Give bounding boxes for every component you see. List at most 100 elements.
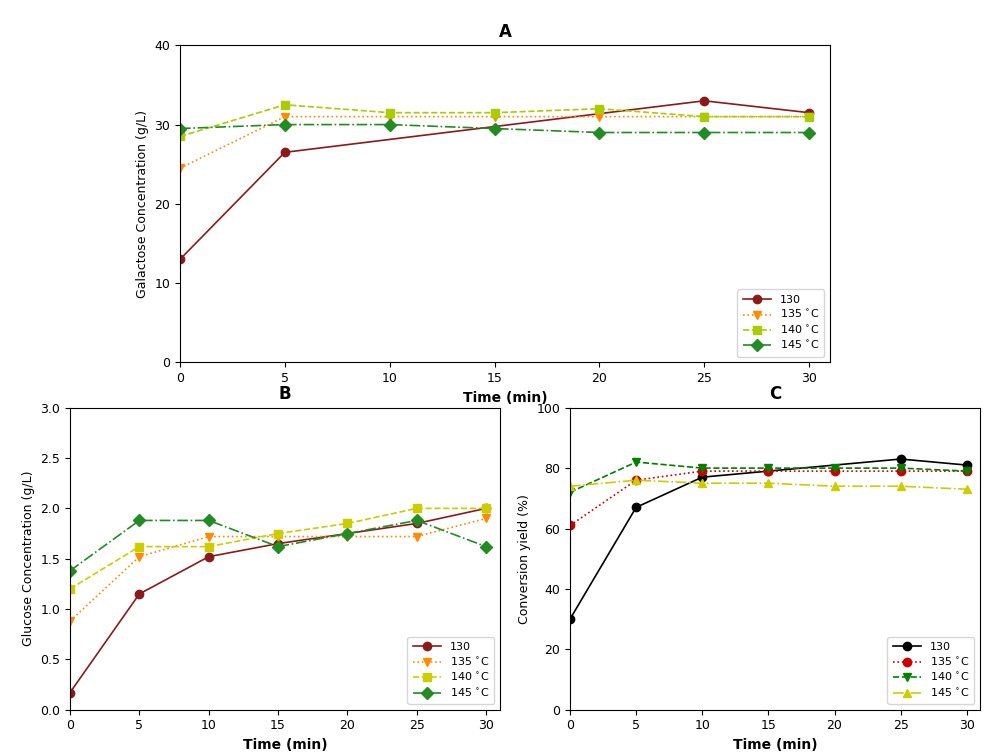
135 $^{\circ}$C xyxy=(593,112,605,122)
145 $^{\circ}$C xyxy=(411,516,423,525)
140 $^{\circ}$C xyxy=(341,519,353,528)
130 xyxy=(411,519,423,528)
Legend: 130, 135 $^{\circ}$C, 140 $^{\circ}$C, 145 $^{\circ}$C: 130, 135 $^{\circ}$C, 140 $^{\circ}$C, 1… xyxy=(737,289,824,357)
Line: 135 $^{\circ}$C: 135 $^{\circ}$C xyxy=(566,467,971,530)
130 xyxy=(698,97,710,106)
Y-axis label: Conversion yield (%): Conversion yield (%) xyxy=(518,494,531,624)
140 $^{\circ}$C xyxy=(174,132,186,141)
135 $^{\circ}$C xyxy=(480,514,492,523)
Line: 140 $^{\circ}$C: 140 $^{\circ}$C xyxy=(176,100,813,140)
Line: 130: 130 xyxy=(176,97,813,263)
Line: 140 $^{\circ}$C: 140 $^{\circ}$C xyxy=(566,458,971,497)
X-axis label: Time (min): Time (min) xyxy=(243,738,327,752)
Line: 145 $^{\circ}$C: 145 $^{\circ}$C xyxy=(566,476,971,494)
135 $^{\circ}$C xyxy=(64,617,76,626)
145 $^{\circ}$C xyxy=(174,124,186,133)
135 $^{\circ}$C xyxy=(133,552,145,561)
145 $^{\circ}$C xyxy=(64,566,76,575)
145 $^{\circ}$C xyxy=(480,542,492,551)
140 $^{\circ}$C xyxy=(961,467,973,476)
130 xyxy=(895,455,907,464)
130 xyxy=(272,539,284,548)
Line: 130: 130 xyxy=(66,504,490,697)
140 $^{\circ}$C xyxy=(272,529,284,538)
140 $^{\circ}$C xyxy=(384,108,396,117)
140 $^{\circ}$C xyxy=(411,504,423,513)
Title: A: A xyxy=(499,23,511,41)
140 $^{\circ}$C xyxy=(630,458,642,467)
Line: 135 $^{\circ}$C: 135 $^{\circ}$C xyxy=(66,514,490,625)
135 $^{\circ}$C xyxy=(829,467,841,476)
135 $^{\circ}$C xyxy=(762,467,774,476)
145 $^{\circ}$C xyxy=(762,479,774,488)
130 xyxy=(341,529,353,538)
Line: 140 $^{\circ}$C: 140 $^{\circ}$C xyxy=(66,504,490,593)
130 xyxy=(174,254,186,263)
Y-axis label: Glucose Concentration (g/L): Glucose Concentration (g/L) xyxy=(22,471,35,646)
135 $^{\circ}$C xyxy=(203,532,215,541)
145 $^{\circ}$C xyxy=(698,128,710,137)
135 $^{\circ}$C xyxy=(698,112,710,122)
140 $^{\circ}$C xyxy=(64,584,76,593)
130 xyxy=(630,503,642,512)
135 $^{\circ}$C xyxy=(411,532,423,541)
135 $^{\circ}$C xyxy=(803,112,815,122)
140 $^{\circ}$C xyxy=(489,108,501,117)
130 xyxy=(564,615,576,624)
145 $^{\circ}$C xyxy=(803,128,815,137)
145 $^{\circ}$C xyxy=(696,479,708,488)
130 xyxy=(696,473,708,482)
140 $^{\circ}$C xyxy=(480,504,492,513)
135 $^{\circ}$C xyxy=(174,164,186,173)
145 $^{\circ}$C xyxy=(341,529,353,538)
Y-axis label: Galactose Concentration (g/L): Galactose Concentration (g/L) xyxy=(136,109,149,298)
135 $^{\circ}$C xyxy=(895,467,907,476)
145 $^{\circ}$C xyxy=(895,482,907,491)
135 $^{\circ}$C xyxy=(384,112,396,122)
Legend: 130, 135 $^{\circ}$C, 140 $^{\circ}$C, 145 $^{\circ}$C: 130, 135 $^{\circ}$C, 140 $^{\circ}$C, 1… xyxy=(407,636,494,704)
140 $^{\circ}$C xyxy=(698,112,710,122)
Legend: 130, 135 $^{\circ}$C, 140 $^{\circ}$C, 145 $^{\circ}$C: 130, 135 $^{\circ}$C, 140 $^{\circ}$C, 1… xyxy=(887,636,974,704)
Line: 135 $^{\circ}$C: 135 $^{\circ}$C xyxy=(176,112,813,172)
140 $^{\circ}$C xyxy=(803,112,815,122)
130 xyxy=(480,504,492,513)
145 $^{\circ}$C xyxy=(133,516,145,525)
145 $^{\circ}$C xyxy=(279,120,291,129)
Line: 130: 130 xyxy=(566,455,971,624)
130 xyxy=(203,552,215,561)
145 $^{\circ}$C xyxy=(630,476,642,485)
140 $^{\circ}$C xyxy=(895,464,907,473)
140 $^{\circ}$C xyxy=(829,464,841,473)
Title: B: B xyxy=(279,385,291,403)
145 $^{\circ}$C xyxy=(384,120,396,129)
145 $^{\circ}$C xyxy=(961,485,973,494)
145 $^{\circ}$C xyxy=(489,124,501,133)
140 $^{\circ}$C xyxy=(279,100,291,109)
140 $^{\circ}$C xyxy=(593,104,605,113)
145 $^{\circ}$C xyxy=(272,542,284,551)
140 $^{\circ}$C xyxy=(203,542,215,551)
X-axis label: Time (min): Time (min) xyxy=(463,390,547,405)
Line: 145 $^{\circ}$C: 145 $^{\circ}$C xyxy=(176,120,813,137)
130 xyxy=(279,148,291,157)
135 $^{\circ}$C xyxy=(630,476,642,485)
140 $^{\circ}$C xyxy=(762,464,774,473)
135 $^{\circ}$C xyxy=(961,467,973,476)
140 $^{\circ}$C xyxy=(696,464,708,473)
140 $^{\circ}$C xyxy=(133,542,145,551)
145 $^{\circ}$C xyxy=(829,482,841,491)
145 $^{\circ}$C xyxy=(564,482,576,491)
130 xyxy=(64,688,76,697)
130 xyxy=(961,461,973,470)
140 $^{\circ}$C xyxy=(564,488,576,497)
Line: 145 $^{\circ}$C: 145 $^{\circ}$C xyxy=(66,516,490,575)
130 xyxy=(803,108,815,117)
135 $^{\circ}$C xyxy=(272,532,284,541)
145 $^{\circ}$C xyxy=(203,516,215,525)
Title: C: C xyxy=(769,385,781,403)
130 xyxy=(762,467,774,476)
130 xyxy=(133,590,145,599)
135 $^{\circ}$C xyxy=(564,521,576,530)
X-axis label: Time (min): Time (min) xyxy=(733,738,817,752)
135 $^{\circ}$C xyxy=(489,112,501,122)
